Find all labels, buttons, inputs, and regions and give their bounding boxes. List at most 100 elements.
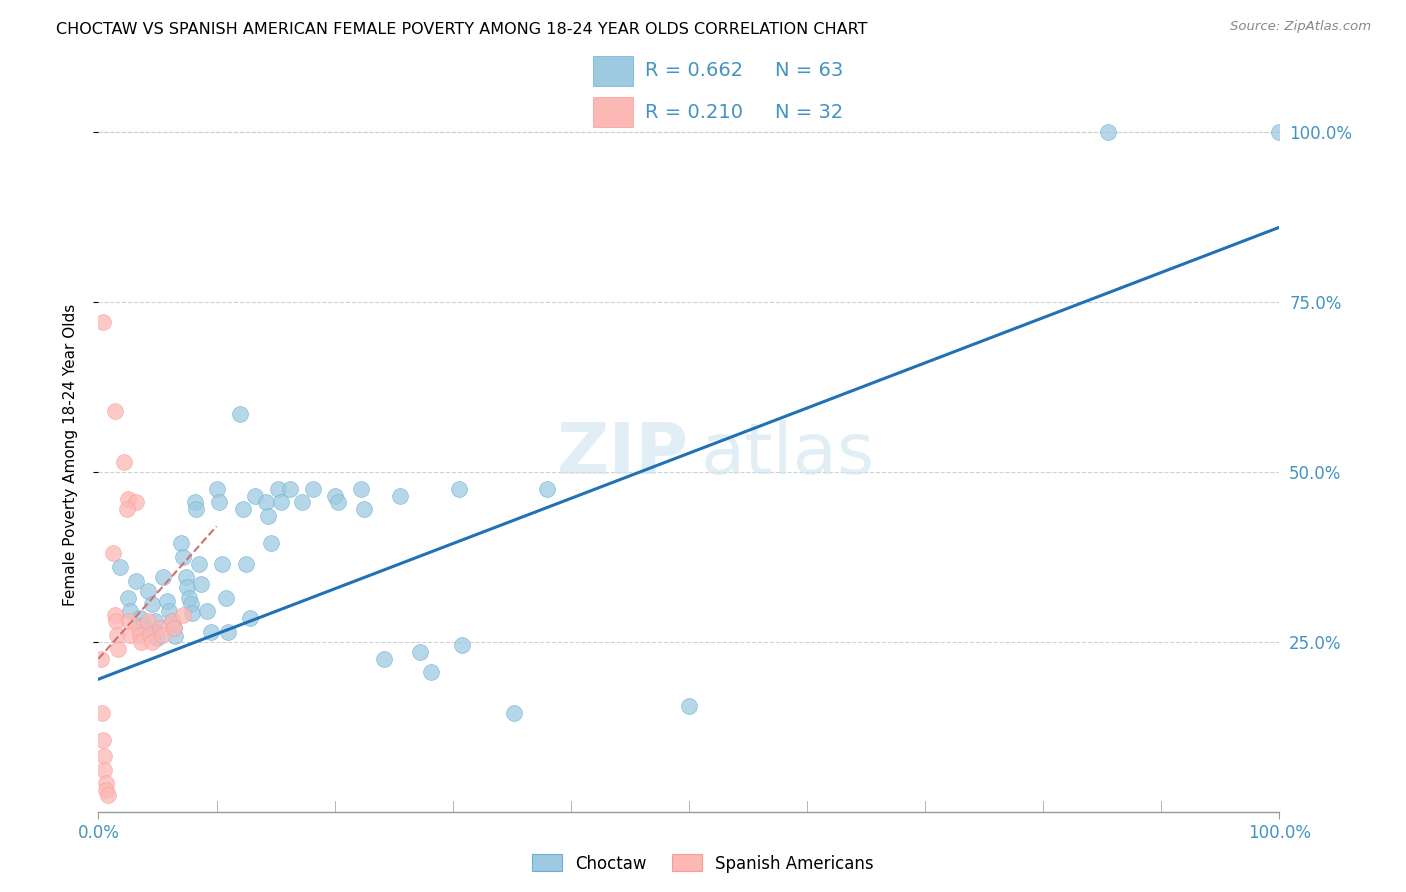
Point — [139, 628, 162, 642]
Point — [200, 624, 222, 639]
Point — [128, 611, 150, 625]
Point — [323, 489, 346, 503]
Point — [108, 560, 131, 574]
Point — [257, 509, 280, 524]
Point — [179, 591, 201, 605]
Point — [163, 621, 186, 635]
Point — [165, 629, 187, 643]
Point — [136, 583, 159, 598]
Point — [211, 557, 233, 571]
Point — [120, 628, 142, 642]
Point — [205, 482, 228, 496]
Point — [160, 615, 183, 629]
Point — [117, 492, 139, 507]
Point — [278, 482, 301, 496]
Point — [149, 621, 172, 635]
Point — [408, 645, 430, 659]
Y-axis label: Female Poverty Among 18-24 Year Olds: Female Poverty Among 18-24 Year Olds — [63, 304, 77, 606]
Legend: Choctaw, Spanish Americans: Choctaw, Spanish Americans — [526, 847, 880, 880]
Point — [187, 557, 209, 571]
Text: CHOCTAW VS SPANISH AMERICAN FEMALE POVERTY AMONG 18-24 YEAR OLDS CORRELATION CHA: CHOCTAW VS SPANISH AMERICAN FEMALE POVER… — [56, 22, 868, 37]
Point — [91, 733, 114, 747]
Point — [97, 788, 120, 802]
Point — [146, 632, 169, 646]
Text: ZIP: ZIP — [557, 420, 689, 490]
Point — [101, 546, 124, 560]
Point — [302, 482, 325, 496]
Point — [503, 706, 526, 721]
Point — [115, 502, 138, 516]
Text: N = 32: N = 32 — [775, 103, 844, 121]
Text: R = 0.662: R = 0.662 — [645, 62, 744, 80]
Point — [267, 482, 290, 496]
Point — [143, 615, 166, 629]
Point — [128, 628, 150, 642]
Point — [180, 598, 202, 612]
Point — [208, 495, 231, 509]
Point — [172, 549, 194, 564]
Point — [186, 502, 208, 516]
Point — [239, 611, 262, 625]
Point — [235, 557, 257, 571]
Text: atlas: atlas — [700, 420, 875, 490]
Point — [536, 482, 558, 496]
Point — [373, 652, 395, 666]
Point — [678, 699, 700, 714]
Point — [141, 598, 163, 612]
FancyBboxPatch shape — [593, 97, 633, 127]
Point — [217, 624, 239, 639]
Point — [172, 607, 194, 622]
Point — [388, 489, 411, 503]
Point — [125, 574, 148, 588]
Point — [163, 621, 186, 635]
Point — [91, 315, 114, 329]
Point — [328, 495, 350, 509]
FancyBboxPatch shape — [593, 56, 633, 86]
Point — [128, 621, 150, 635]
Point — [260, 536, 283, 550]
Point — [141, 635, 163, 649]
Point — [229, 407, 252, 421]
Point — [105, 628, 128, 642]
Point — [120, 604, 142, 618]
Point — [91, 706, 114, 721]
Point — [160, 615, 183, 629]
Point — [105, 615, 128, 629]
Point — [117, 591, 139, 605]
Point — [1268, 125, 1291, 139]
Point — [90, 652, 112, 666]
Text: N = 63: N = 63 — [775, 62, 844, 80]
Point — [245, 489, 267, 503]
Point — [195, 604, 218, 618]
Point — [107, 641, 129, 656]
Point — [215, 591, 238, 605]
Point — [447, 482, 470, 496]
Point — [152, 570, 174, 584]
Point — [349, 482, 371, 496]
Point — [254, 495, 277, 509]
Point — [94, 783, 117, 797]
Point — [132, 617, 155, 632]
Text: Source: ZipAtlas.com: Source: ZipAtlas.com — [1230, 20, 1371, 33]
Point — [93, 749, 115, 764]
Point — [231, 502, 253, 516]
Point — [176, 581, 198, 595]
Point — [143, 624, 166, 639]
Point — [190, 577, 212, 591]
Point — [157, 604, 180, 618]
Point — [104, 403, 127, 417]
Point — [125, 495, 148, 509]
Point — [353, 502, 375, 516]
Point — [118, 615, 141, 629]
Point — [180, 606, 202, 620]
Point — [451, 638, 474, 652]
Point — [104, 607, 127, 622]
Point — [112, 455, 135, 469]
Point — [150, 628, 173, 642]
Point — [129, 635, 152, 649]
Point — [136, 615, 159, 629]
Point — [93, 763, 115, 777]
Point — [174, 570, 197, 584]
Point — [184, 495, 207, 509]
Point — [290, 495, 312, 509]
